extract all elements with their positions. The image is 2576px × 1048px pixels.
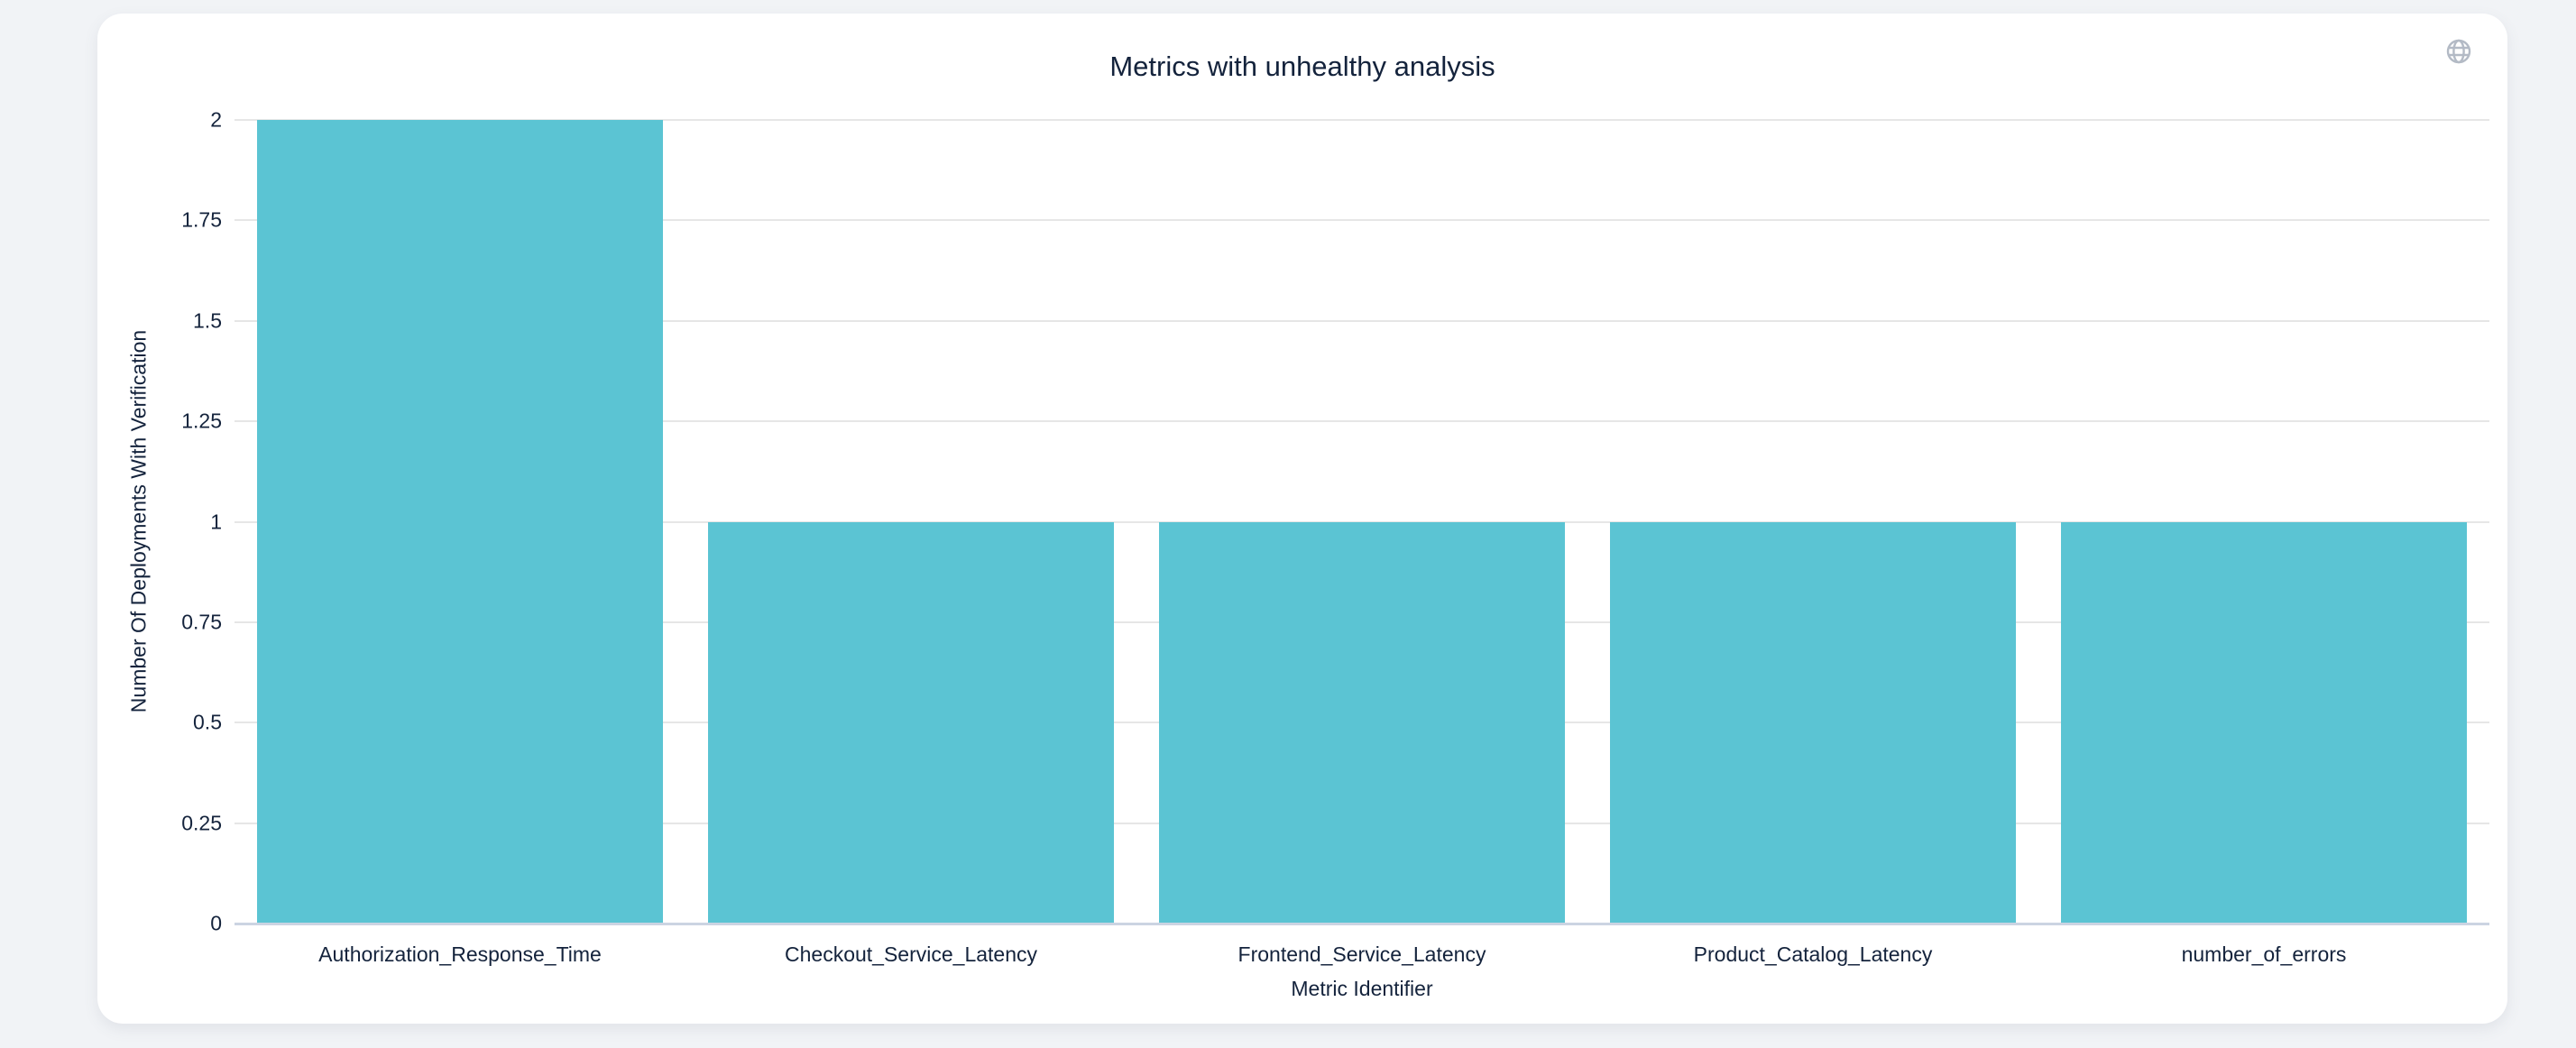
- y-tick-label: 0.75: [181, 610, 222, 634]
- y-tick-label: 0.5: [193, 710, 222, 734]
- chart-card: Metrics with unhealthy analysis Number O…: [97, 14, 2507, 1024]
- x-tick-label: Product_Catalog_Latency: [1693, 942, 1933, 966]
- bar-Product_Catalog_Latency[interactable]: [1610, 521, 2016, 924]
- y-tick-label: 0.25: [181, 811, 222, 835]
- bar-number_of_errors[interactable]: [2061, 521, 2467, 924]
- x-tick-label: Frontend_Service_Latency: [1237, 942, 1486, 966]
- x-axis-line: [235, 923, 2489, 925]
- x-tick-label: Authorization_Response_Time: [318, 942, 602, 966]
- chart-title: Metrics with unhealthy analysis: [1109, 51, 1495, 82]
- y-axis-ticks: 0 0.25 0.5 0.75 1 1.25 1.5 1.75 2: [97, 108, 222, 935]
- y-tick-label: 1.25: [181, 409, 222, 433]
- plot-area: [235, 119, 2489, 925]
- x-tick-label: Checkout_Service_Latency: [785, 942, 1037, 966]
- x-axis-title: Metric Identifier: [1291, 977, 1433, 1000]
- bar-Frontend_Service_Latency[interactable]: [1159, 521, 1565, 924]
- x-tick-labels: Authorization_Response_Time Checkout_Serv…: [235, 942, 2489, 970]
- gridline: [235, 319, 2489, 322]
- gridline: [235, 119, 2489, 121]
- bar-Checkout_Service_Latency[interactable]: [708, 521, 1114, 924]
- bar-Authorization_Response_Time[interactable]: [257, 120, 663, 924]
- y-tick-label: 1.75: [181, 207, 222, 232]
- gridline: [235, 420, 2489, 423]
- gridline: [235, 219, 2489, 222]
- y-tick-label: 1: [210, 510, 222, 533]
- y-tick-label: 2: [210, 107, 222, 132]
- y-tick-label: 1.5: [193, 308, 222, 333]
- globe-icon[interactable]: [2444, 37, 2473, 66]
- y-tick-label: 0: [210, 911, 222, 935]
- x-tick-label: number_of_errors: [2181, 942, 2347, 966]
